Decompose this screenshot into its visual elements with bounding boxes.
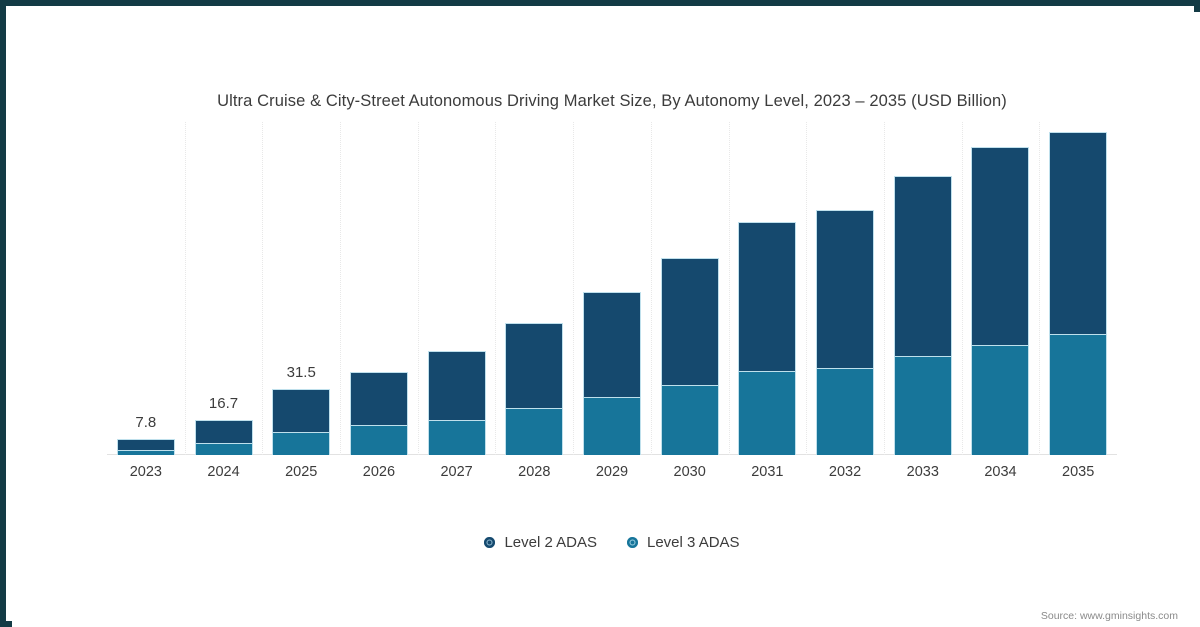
x-axis-tick-2025: 2025 xyxy=(285,464,318,480)
legend-swatch-icon xyxy=(484,537,496,548)
bar-group[interactable]: 31.5 xyxy=(272,364,331,455)
grid-line xyxy=(262,122,264,455)
chart-canvas: Ultra Cruise & City-Street Autonomous Dr… xyxy=(12,12,1200,627)
x-axis-tick-2034: 2034 xyxy=(984,464,1017,480)
grid-line xyxy=(728,122,731,455)
grid-line xyxy=(184,122,187,455)
bar-group[interactable] xyxy=(738,221,797,455)
bar-group[interactable] xyxy=(893,176,952,455)
bar-group[interactable] xyxy=(505,322,564,455)
bar-segment-level2[interactable] xyxy=(893,176,952,357)
bar-value-label: 16.7 xyxy=(208,395,239,413)
bar-segment-level2[interactable] xyxy=(583,291,641,397)
bar-value-label: 7.8 xyxy=(135,413,157,431)
bar-group[interactable] xyxy=(427,350,486,455)
x-axis-tick-2033: 2033 xyxy=(906,464,939,480)
legend-item-level3[interactable]: Level 3 ADAS xyxy=(627,534,740,551)
x-axis-tick-2031: 2031 xyxy=(751,464,784,480)
bar-segment-level2[interactable] xyxy=(272,389,331,433)
plot-area: 7.8 16.7 31.5 xyxy=(107,122,1117,455)
bar-segment-level2[interactable] xyxy=(816,210,875,368)
x-axis-tick-2028: 2028 xyxy=(518,464,551,480)
bar-segment-level3[interactable] xyxy=(738,370,797,455)
bar-segment-level2[interactable] xyxy=(738,221,797,371)
legend-label: Level 3 ADAS xyxy=(647,534,740,551)
bar-segment-level2[interactable] xyxy=(505,322,564,409)
grid-line xyxy=(650,122,653,455)
bar-segment-level3[interactable] xyxy=(816,367,875,455)
x-axis-tick-2032: 2032 xyxy=(828,464,862,480)
grid-line xyxy=(340,122,342,455)
bar-segment-level2[interactable] xyxy=(116,438,175,450)
bar-segment-level3[interactable] xyxy=(1049,334,1108,455)
x-axis-tick-2023: 2023 xyxy=(129,464,162,480)
bar-segment-level2[interactable] xyxy=(971,146,1030,345)
bar-segment-level2[interactable] xyxy=(349,371,408,425)
bar-segment-level2[interactable] xyxy=(427,350,486,420)
x-axis-tick-2027: 2027 xyxy=(440,464,473,480)
chart-legend: Level 2 ADAS Level 3 ADAS xyxy=(12,534,1200,551)
bar-group[interactable] xyxy=(816,210,875,455)
bar-segment-level3[interactable] xyxy=(194,442,253,455)
legend-item-level2[interactable]: Level 2 ADAS xyxy=(484,534,597,551)
grid-line xyxy=(573,122,575,455)
x-axis-tick-2035: 2035 xyxy=(1062,464,1095,480)
bar-segment-level3[interactable] xyxy=(505,408,564,455)
bar-segment-level3[interactable] xyxy=(660,385,719,455)
bar-segment-level3[interactable] xyxy=(349,424,408,455)
bar-segment-level3[interactable] xyxy=(116,449,175,455)
legend-swatch-icon xyxy=(627,537,638,548)
chart-title: Ultra Cruise & City-Street Autonomous Dr… xyxy=(217,92,1007,110)
bar-group[interactable]: 16.7 xyxy=(194,395,253,455)
bar-segment-level2[interactable] xyxy=(660,258,719,386)
bar-group[interactable] xyxy=(583,291,641,455)
bar-segment-level3[interactable] xyxy=(583,396,641,455)
bar-segment-level3[interactable] xyxy=(971,344,1030,455)
bar-group[interactable] xyxy=(971,146,1030,455)
bar-segment-level2[interactable] xyxy=(194,420,253,443)
bar-group[interactable] xyxy=(660,258,719,455)
x-axis-tick-2024: 2024 xyxy=(207,464,240,480)
grid-line xyxy=(806,122,808,455)
bar-group[interactable] xyxy=(349,371,408,455)
grid-line xyxy=(417,122,420,455)
bar-value-label: 31.5 xyxy=(286,364,316,382)
grid-line xyxy=(1039,122,1041,455)
bar-group[interactable]: 7.8 xyxy=(116,414,175,455)
x-axis-labels: 2023 2024 2025 2026 2027 2028 2029 2030 2031 2032… xyxy=(107,464,1117,486)
source-attribution: Source: www.gminsights.com xyxy=(1040,610,1178,622)
legend-label: Level 2 ADAS xyxy=(504,534,597,551)
bar-segment-level3[interactable] xyxy=(427,419,486,455)
grid-line xyxy=(883,122,886,455)
bar-segment-level2[interactable] xyxy=(1049,132,1108,335)
x-axis-tick-2026: 2026 xyxy=(362,464,396,480)
bar-segment-level3[interactable] xyxy=(893,356,952,455)
bar-segment-level3[interactable] xyxy=(272,432,331,455)
x-axis-tick-2030: 2030 xyxy=(673,464,706,480)
x-axis-tick-2029: 2029 xyxy=(595,464,629,480)
grid-line xyxy=(495,122,497,455)
grid-line xyxy=(961,122,964,455)
bar-group[interactable] xyxy=(1049,132,1108,455)
